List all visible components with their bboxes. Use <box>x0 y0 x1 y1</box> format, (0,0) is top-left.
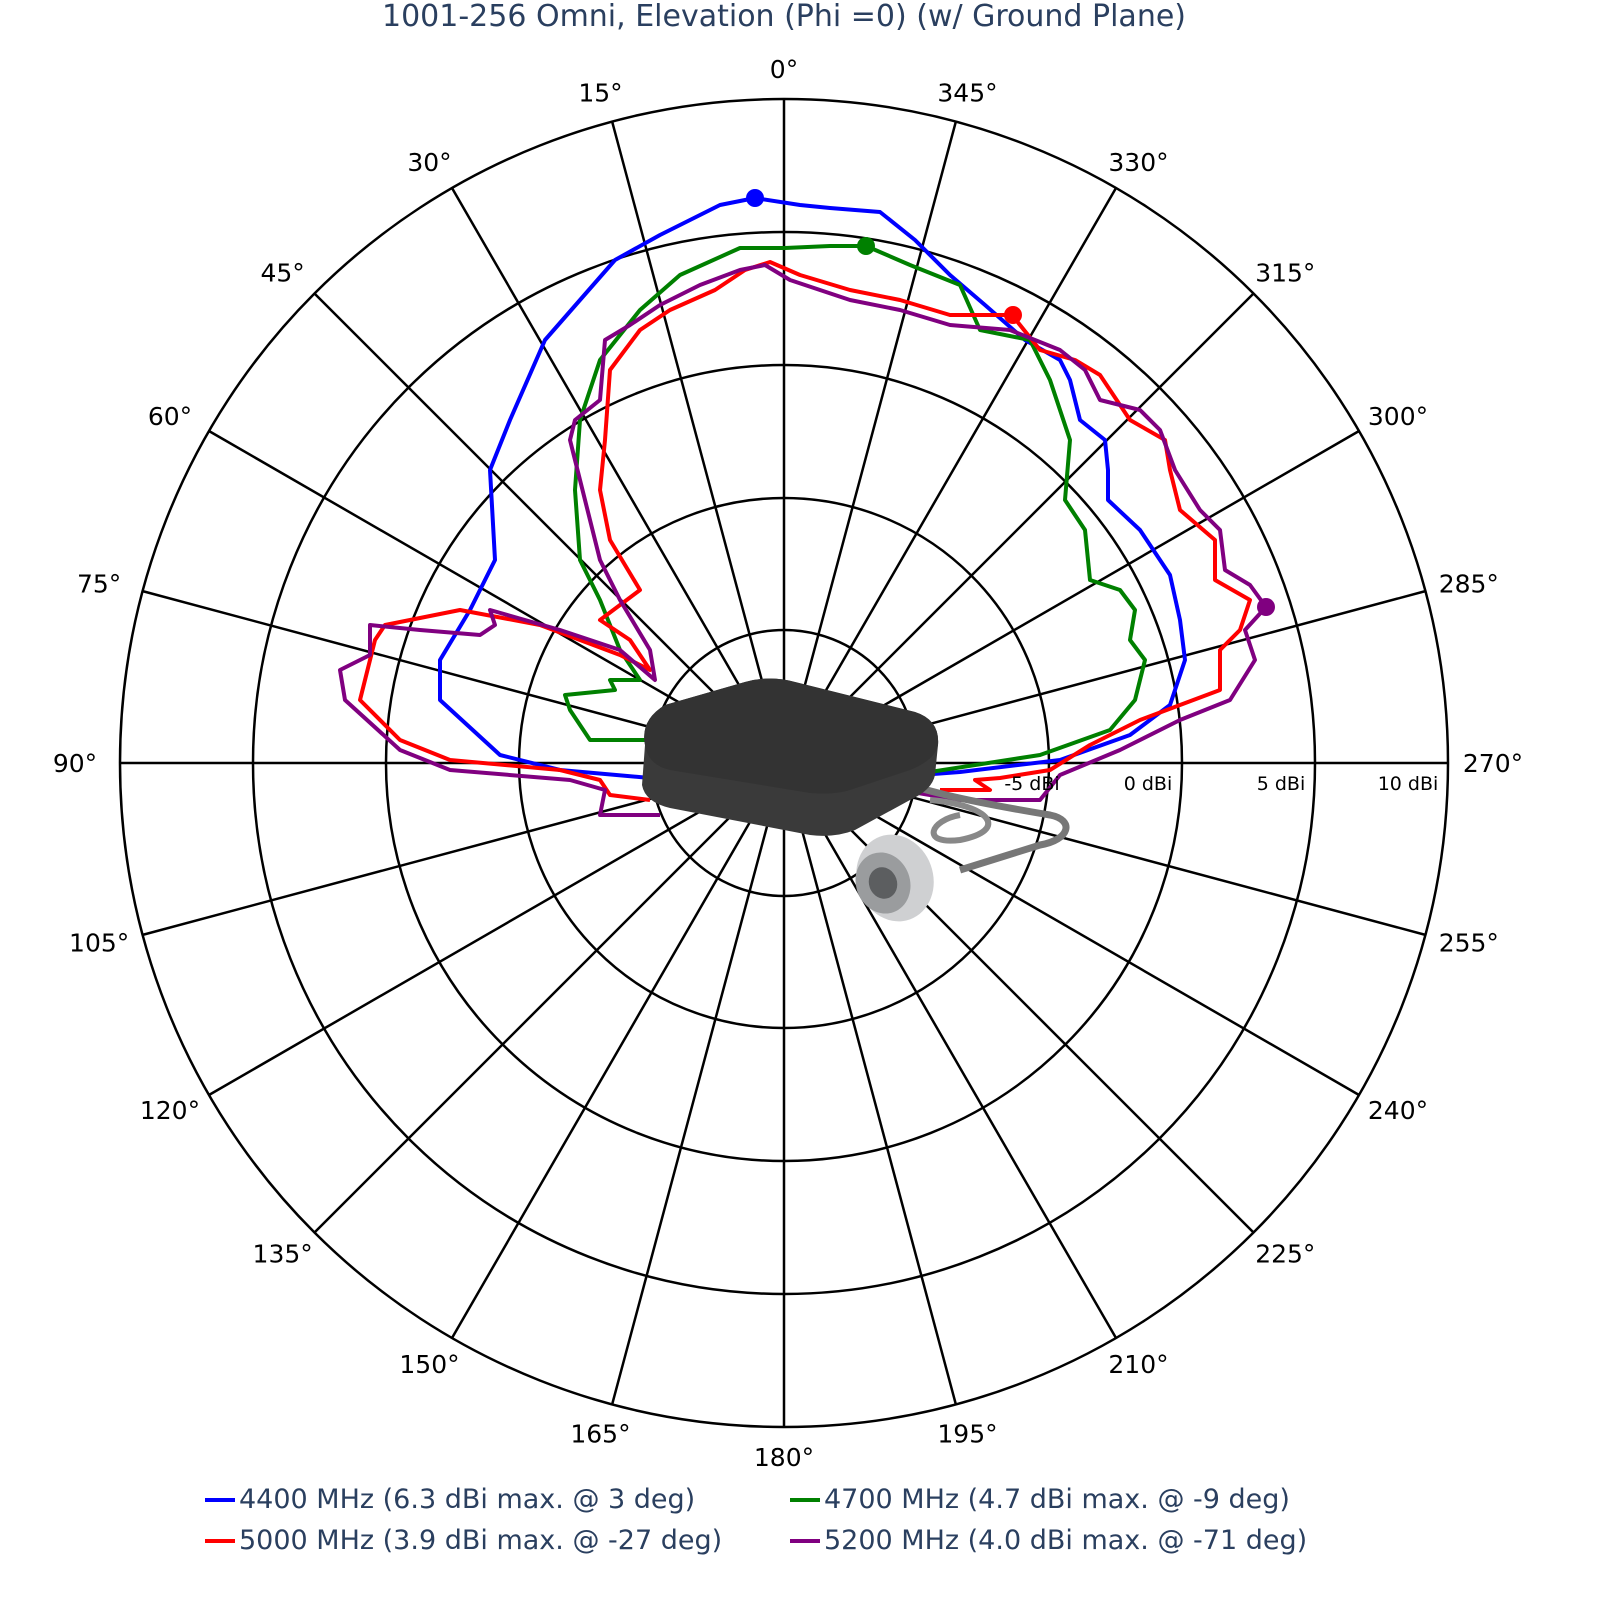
radial-tick-labels: -5 dBi 0 dBi 5 dBi 10 dBi <box>1004 773 1438 795</box>
angular-tick-label: 120° <box>140 1096 200 1125</box>
angular-tick-label: 225° <box>1255 1240 1315 1269</box>
chart-title: 1001-256 Omni, Elevation (Phi =0) (w/ Gr… <box>381 0 1186 34</box>
grid-spoke <box>782 187 1118 764</box>
radial-tick-label: 0 dBi <box>1124 773 1173 795</box>
angular-tick-label: 300° <box>1368 402 1428 431</box>
angular-tick-label: 0° <box>770 55 798 84</box>
legend-swatch <box>205 1538 235 1543</box>
angular-tick-label: 15° <box>578 79 622 108</box>
angular-tick-label: 255° <box>1439 929 1499 958</box>
radial-tick-label: 10 dBi <box>1378 773 1439 795</box>
data-traces <box>338 189 1275 817</box>
trace-4700mhz <box>563 244 1147 774</box>
angular-tick-label: 90° <box>53 749 97 778</box>
max-marker-4700 <box>857 237 875 255</box>
angular-tick-label: 150° <box>399 1350 459 1379</box>
legend-label: 4700 MHz (4.7 dBi max. @ -9 deg) <box>824 1484 1290 1515</box>
antenna-image <box>642 678 1070 922</box>
legend-swatch <box>205 1497 235 1502</box>
angular-tick-label: 315° <box>1255 258 1315 287</box>
angular-tick-label: 60° <box>148 402 192 431</box>
angular-tick-label: 345° <box>937 79 997 108</box>
grid-spoke <box>783 762 1255 1234</box>
radial-tick-label: 5 dBi <box>1257 773 1306 795</box>
grid-spoke <box>450 187 786 764</box>
legend-item-4700[interactable]: 4700 MHz (4.7 dBi max. @ -9 deg) <box>790 1484 1290 1515</box>
legend-label: 5000 MHz (3.9 dBi max. @ -27 deg) <box>239 1525 723 1556</box>
legend-swatch <box>790 1497 820 1502</box>
angular-tick-label: 45° <box>261 258 305 287</box>
angular-tick-label: 75° <box>77 569 121 598</box>
trace-5000mhz <box>358 260 1252 802</box>
angular-tick-label: 105° <box>69 929 129 958</box>
angular-tick-label: 195° <box>937 1419 997 1448</box>
angular-tick-label: 270° <box>1463 749 1523 778</box>
radial-tick-label: -5 dBi <box>1004 773 1059 795</box>
legend-item-5000[interactable]: 5000 MHz (3.9 dBi max. @ -27 deg) <box>205 1525 722 1556</box>
grid-spoke <box>783 292 1255 764</box>
grid-spoke <box>782 762 1118 1339</box>
angular-tick-labels: 0° 15° 30° 45° 60° 75° 90° 105° 120° 135° 150° 165°… <box>53 55 1523 1472</box>
grid-spoke <box>783 761 1360 1097</box>
angular-tick-label: 330° <box>1108 148 1168 177</box>
max-marker-5200 <box>1257 598 1275 616</box>
max-marker-4400 <box>746 189 764 207</box>
max-markers <box>746 189 1275 616</box>
grid-spoke <box>610 762 786 1405</box>
grid-spoke <box>782 121 958 764</box>
angular-tick-label: 210° <box>1108 1350 1168 1379</box>
legend-label: 5200 MHz (4.0 dBi max. @ -71 deg) <box>824 1525 1308 1556</box>
trace-4400mhz <box>438 196 1187 780</box>
legend-item-4400[interactable]: 4400 MHz (6.3 dBi max. @ 3 deg) <box>205 1484 695 1515</box>
legend-label: 4400 MHz (6.3 dBi max. @ 3 deg) <box>239 1484 696 1515</box>
grid-spoke <box>610 121 786 764</box>
grid-spoke <box>313 762 785 1234</box>
angular-tick-label: 285° <box>1439 569 1499 598</box>
legend-item-5200[interactable]: 5200 MHz (4.0 dBi max. @ -71 deg) <box>790 1525 1307 1556</box>
grid-spoke <box>208 761 785 1097</box>
angular-tick-label: 135° <box>253 1240 313 1269</box>
grid-spoke <box>450 762 786 1339</box>
angular-tick-label: 180° <box>754 1443 814 1472</box>
angular-tick-label: 30° <box>407 148 451 177</box>
max-marker-5000 <box>1004 306 1022 324</box>
legend-swatch <box>790 1538 820 1543</box>
angular-tick-label: 240° <box>1368 1096 1428 1125</box>
angular-tick-label: 165° <box>570 1419 630 1448</box>
grid-spoke <box>782 762 958 1405</box>
grid-spoke <box>313 292 785 764</box>
